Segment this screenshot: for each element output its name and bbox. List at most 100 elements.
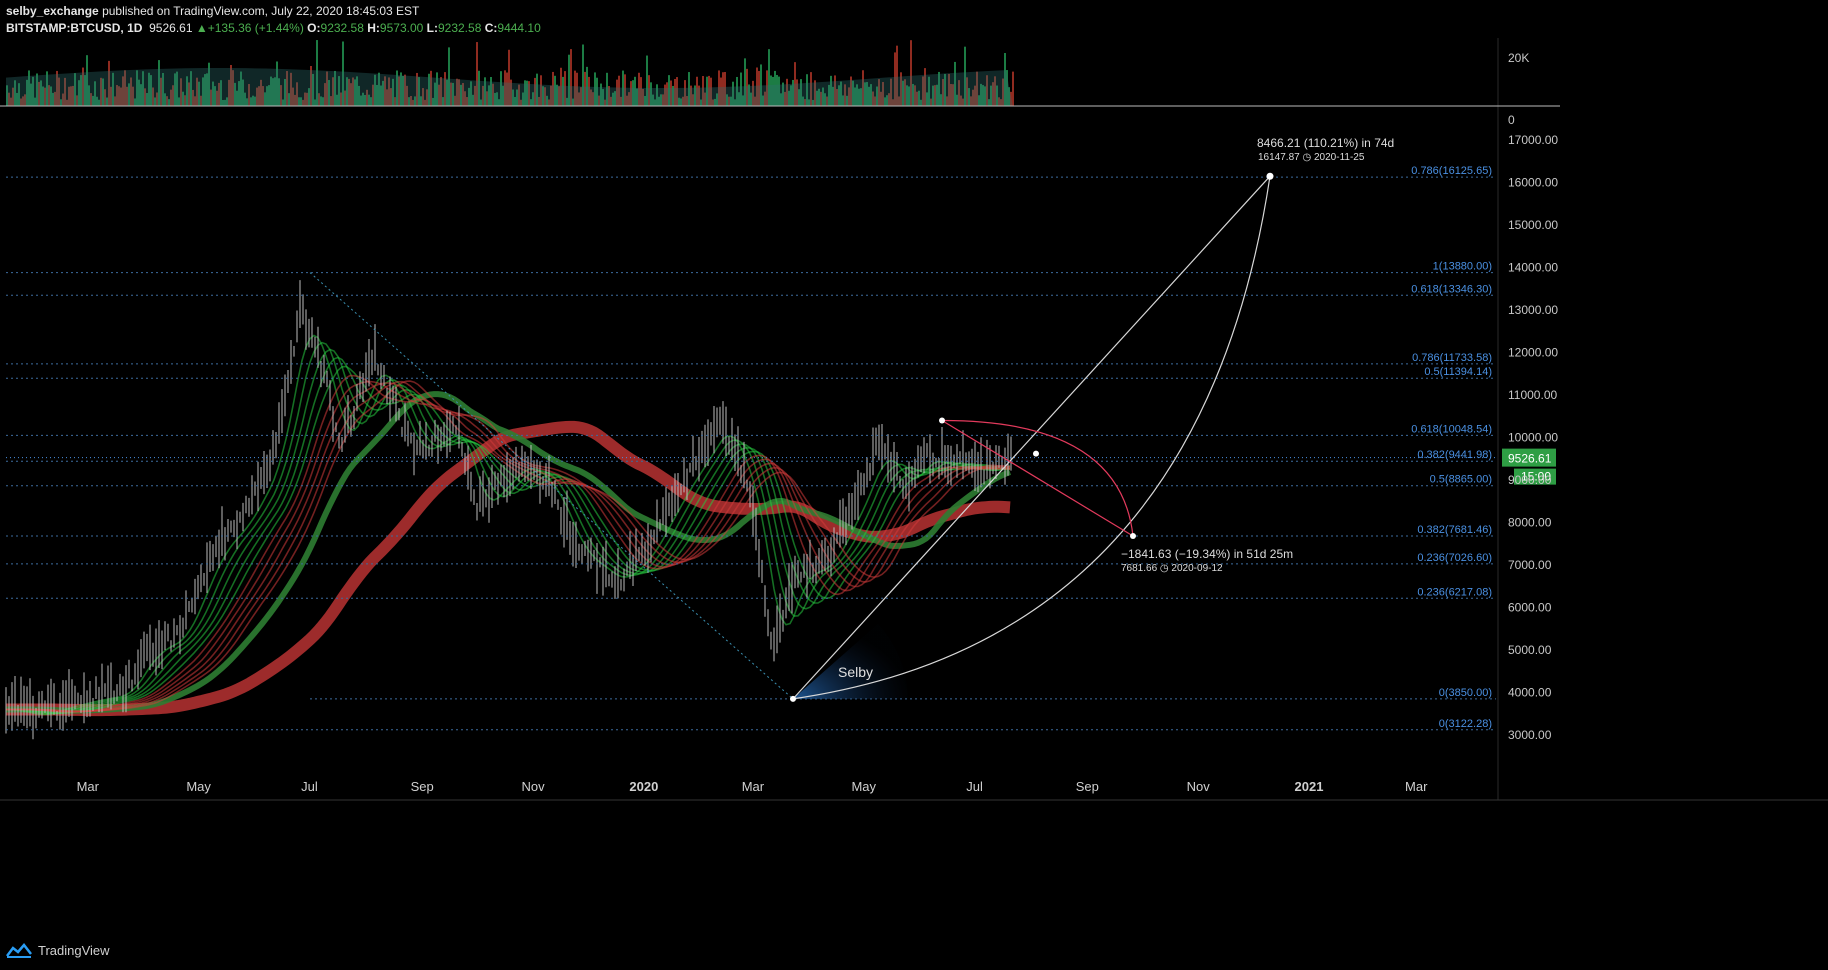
volume-bar bbox=[480, 99, 482, 106]
volume-bar bbox=[86, 55, 88, 106]
x-tick-label: 2020 bbox=[629, 779, 658, 794]
volume-bar bbox=[644, 95, 646, 106]
volume-bar bbox=[8, 92, 10, 106]
volume-bar bbox=[610, 96, 612, 106]
volume-bar bbox=[488, 85, 490, 106]
volume-bar bbox=[398, 76, 400, 106]
volume-bar bbox=[252, 95, 254, 106]
volume-bar bbox=[80, 75, 82, 106]
volume-bar bbox=[558, 86, 560, 106]
volume-bar bbox=[268, 85, 270, 106]
volume-bar bbox=[678, 97, 680, 106]
volume-bar bbox=[746, 68, 748, 106]
volume-bar bbox=[92, 95, 94, 106]
volume-bar bbox=[1000, 99, 1002, 106]
volume-bar bbox=[568, 54, 570, 106]
volume-bar bbox=[114, 96, 116, 106]
volume-bar bbox=[456, 78, 458, 106]
volume-bar bbox=[738, 92, 740, 106]
open-label: O: bbox=[307, 21, 321, 35]
volume-bar bbox=[656, 84, 658, 106]
volume-bar bbox=[304, 92, 306, 106]
volume-bar bbox=[250, 97, 252, 106]
volume-bar bbox=[94, 81, 96, 106]
volume-bar bbox=[194, 96, 196, 106]
volume-bar bbox=[512, 89, 514, 106]
volume-bar bbox=[554, 75, 556, 106]
volume-bar bbox=[132, 86, 134, 106]
volume-bar bbox=[48, 85, 50, 106]
volume-bar bbox=[860, 88, 862, 106]
fib-level-label: 0.382(9441.98) bbox=[1417, 449, 1492, 461]
volume-bar bbox=[474, 85, 476, 106]
y-tick-label: 5000.00 bbox=[1508, 643, 1552, 657]
volume-bar bbox=[266, 86, 268, 106]
volume-bar bbox=[16, 92, 18, 106]
volume-bar bbox=[358, 85, 360, 106]
volume-bar bbox=[328, 80, 330, 106]
volume-bar bbox=[440, 77, 442, 106]
volume-bar bbox=[626, 95, 628, 106]
volume-bar bbox=[332, 77, 334, 106]
volume-bar bbox=[376, 84, 378, 106]
volume-bar bbox=[452, 82, 454, 106]
volume-bar bbox=[750, 92, 752, 106]
volume-bar bbox=[154, 97, 156, 106]
volume-bar bbox=[908, 86, 910, 106]
y-tick-label: 14000.00 bbox=[1508, 261, 1558, 275]
x-tick-label: Sep bbox=[1076, 779, 1099, 794]
volume-bar bbox=[846, 95, 848, 106]
y-tick-label: 3000.00 bbox=[1508, 728, 1552, 742]
volume-bar bbox=[70, 86, 72, 106]
up-arrow-icon: ▲ bbox=[195, 21, 208, 35]
volume-bar bbox=[838, 85, 840, 106]
volume-bar bbox=[156, 92, 158, 106]
volume-bar bbox=[300, 97, 302, 106]
volume-bar bbox=[506, 72, 508, 106]
volume-bar bbox=[296, 82, 298, 106]
publisher-name[interactable]: selby_exchange bbox=[6, 4, 99, 18]
volume-bar bbox=[116, 85, 118, 106]
volume-bar bbox=[820, 91, 822, 106]
volume-bar bbox=[888, 93, 890, 106]
fib-level-label: 0.786(16125.65) bbox=[1411, 165, 1492, 177]
volume-bar bbox=[670, 80, 672, 106]
published-text: published on TradingView.com, July 22, 2… bbox=[102, 4, 420, 18]
volume-bar bbox=[924, 68, 926, 106]
current-price-point bbox=[1033, 450, 1039, 457]
volume-bar bbox=[90, 93, 92, 106]
volume-bar bbox=[344, 90, 346, 106]
volume-bar bbox=[18, 83, 20, 106]
volume-bar bbox=[200, 95, 202, 106]
volume-bar bbox=[82, 67, 84, 106]
volume-bar bbox=[652, 94, 654, 106]
volume-bar bbox=[688, 72, 690, 106]
volume-bar bbox=[1004, 53, 1006, 106]
volume-bar bbox=[238, 81, 240, 106]
volume-bar bbox=[126, 86, 128, 106]
low-label: L: bbox=[426, 21, 438, 35]
volume-bar bbox=[744, 58, 746, 106]
fib-level-label: 0.5(8865.00) bbox=[1430, 474, 1492, 486]
volume-bar bbox=[622, 70, 624, 106]
volume-bar bbox=[768, 49, 770, 106]
volume-bar bbox=[938, 71, 940, 106]
volume-bar bbox=[44, 87, 46, 106]
volume-bar bbox=[798, 89, 800, 106]
y-tick-label: 13000.00 bbox=[1508, 303, 1558, 317]
volume-bar bbox=[470, 81, 472, 106]
volume-bar bbox=[698, 85, 700, 106]
volume-bar bbox=[264, 92, 266, 106]
symbol-name[interactable]: BITSTAMP:BTCUSD, 1D bbox=[6, 21, 143, 35]
x-tick-label: Jul bbox=[301, 779, 318, 794]
volume-bar bbox=[100, 77, 102, 106]
volume-bar bbox=[802, 96, 804, 106]
footer-brand[interactable]: TradingView bbox=[38, 942, 110, 958]
volume-bar bbox=[32, 76, 34, 106]
volume-bar bbox=[466, 97, 468, 106]
volume-bar bbox=[160, 77, 162, 106]
volume-bar bbox=[320, 96, 322, 106]
volume-bar bbox=[482, 85, 484, 106]
volume-bar bbox=[808, 99, 810, 106]
